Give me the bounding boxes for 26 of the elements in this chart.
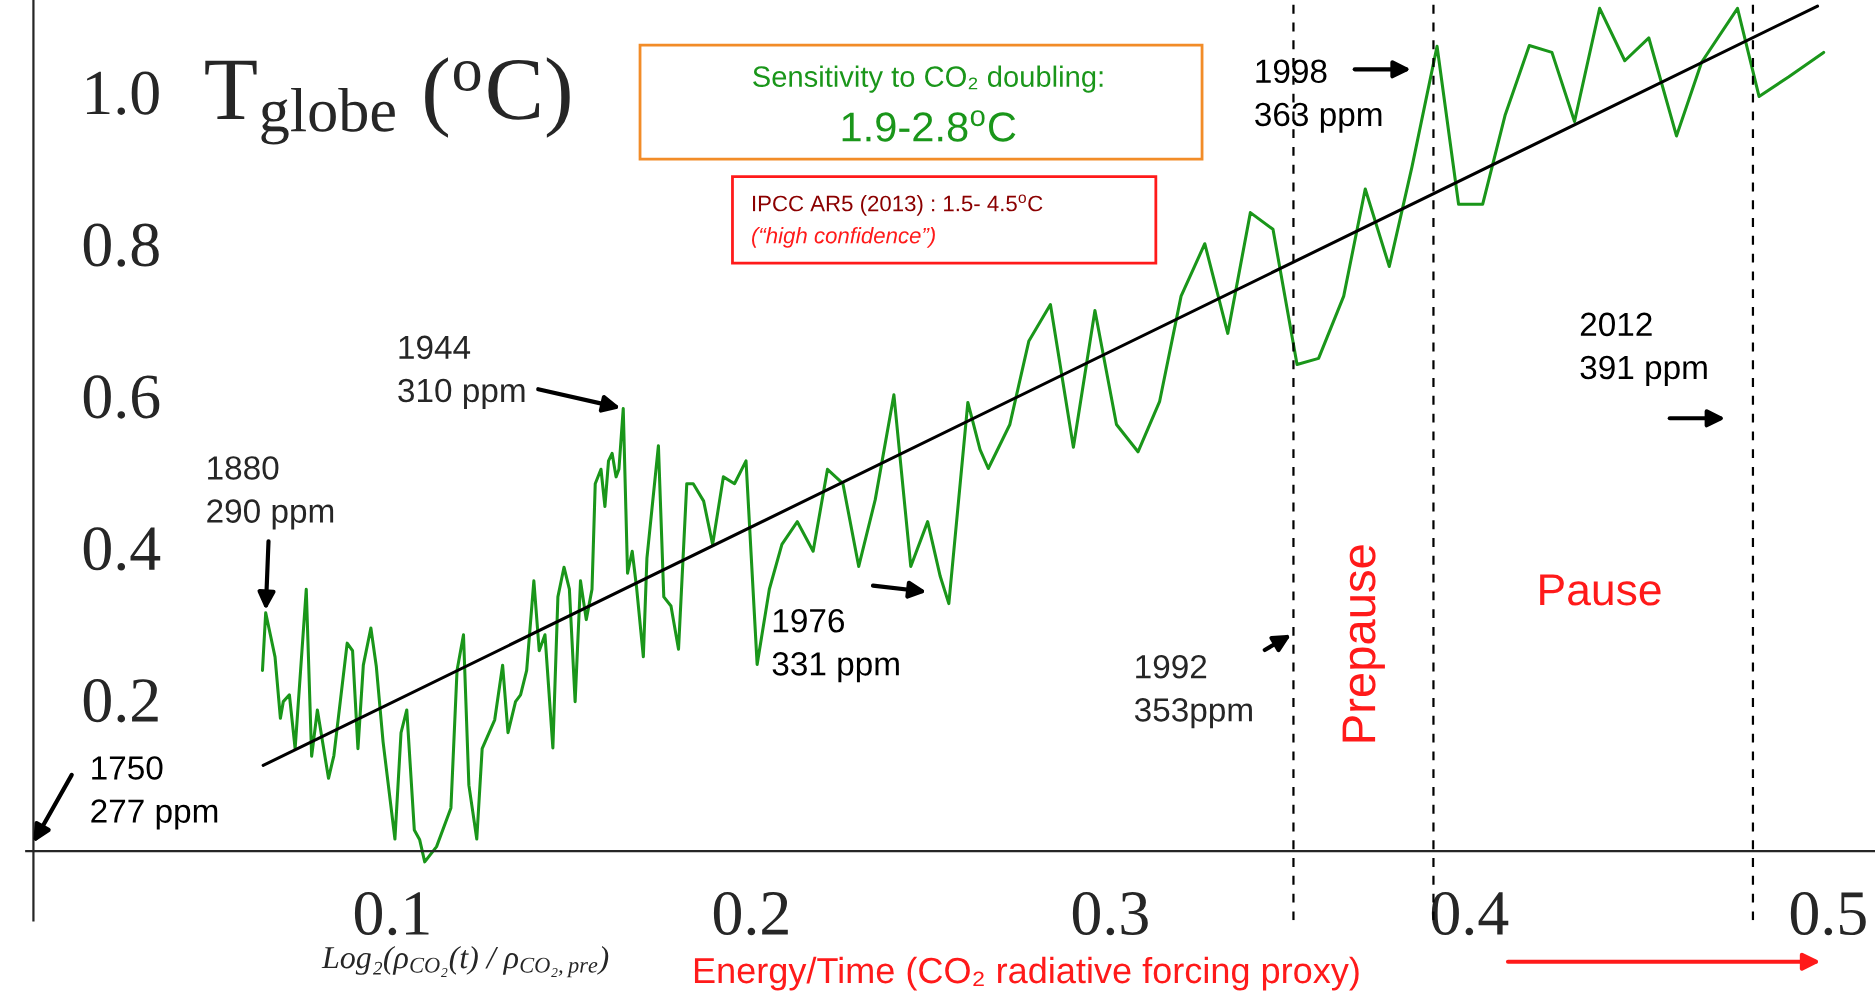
x-tick-label: 0.4	[1431, 891, 1509, 936]
x-tick-label: 0.2	[713, 891, 788, 936]
y-tick-label: 0.2	[83, 679, 158, 723]
y-tick-label: 0.8	[83, 223, 159, 267]
annotation: Pause	[1540, 574, 1661, 606]
y-tick-label: 0.4	[83, 527, 161, 571]
y-tick-label: 1.0	[86, 71, 159, 115]
annotation: 1880 290 ppm	[207, 456, 334, 530]
annotation: 1750 277 ppm	[91, 756, 218, 830]
y-tick-label: 0.6	[83, 375, 160, 419]
annotation: 2012 391 ppm	[1580, 312, 1707, 386]
y-axis-title: T$_{globe}$ ($^{o}$C)	[205, 57, 570, 145]
annotation: Prepause	[1342, 545, 1385, 742]
annotation: 1998 363 ppm	[1255, 59, 1382, 133]
annotation: Sensitivity to CO₂ doubling:	[753, 65, 1103, 93]
x-tick-label: 0.3	[1072, 891, 1148, 936]
x-tick-label: 0.5	[1790, 891, 1866, 936]
x-tick-label: 0.1	[354, 891, 429, 936]
annotation: 1992 353ppm	[1134, 654, 1252, 729]
text: Energy/Time (CO₂ radiative forcing proxy)	[694, 956, 1359, 991]
annotation: 1976 331 ppm	[772, 608, 899, 683]
annotation: (“high confidence”)	[752, 227, 935, 248]
x-axis-title: Log₂(ρ$_{CO₂}$(t) / ρ$_{CO₂,pre}$)	[321, 945, 609, 978]
annotation: IPCC AR5 (2013) : 1.5- 4.5$^{o}$C	[753, 194, 1043, 216]
annotation: 1.9-2.8$^{o}$C	[842, 110, 1016, 142]
annotation: 1944 310 ppm	[398, 335, 525, 409]
